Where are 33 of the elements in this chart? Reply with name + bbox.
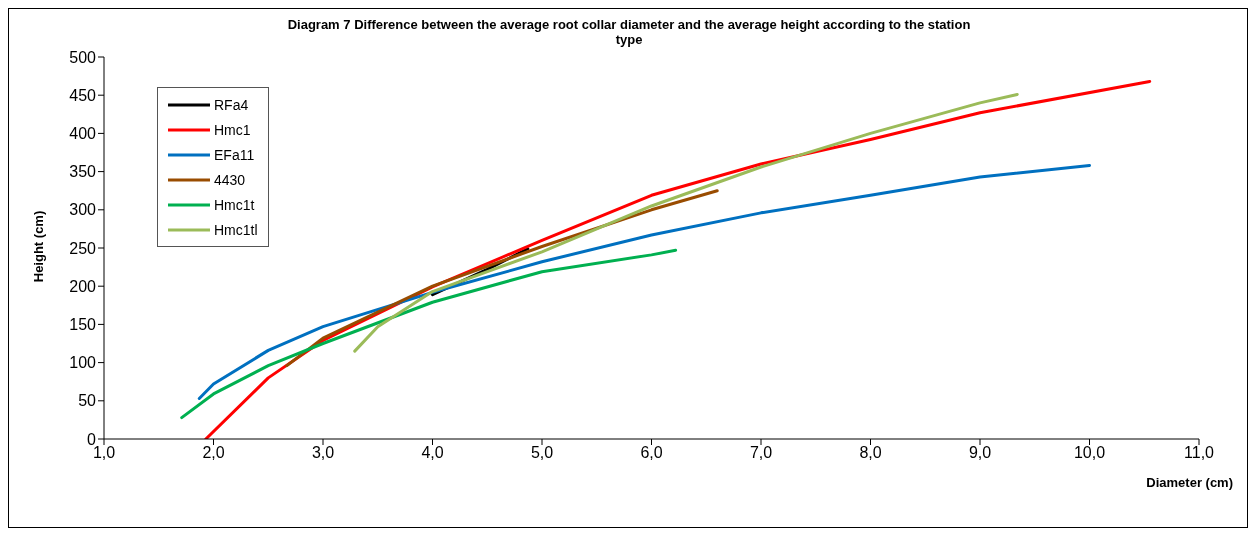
chart-title: Diagram 7 Difference between the average root collar diameter and the average height according to the station type [286,17,972,47]
y-tick-label: 100 [69,354,97,372]
line-series [197,163,1091,401]
x-tick-label: 10,0 [1073,444,1106,462]
x-tick-label: 2,0 [202,444,225,462]
legend-label: EFa11 [214,146,255,163]
legend-label: Hmc1t [214,196,255,213]
y-tick-label: 450 [69,86,97,104]
x-tick-label: 3,0 [311,444,335,462]
x-tick-label: 1,0 [92,444,116,462]
legend-label: Hmc1 [214,121,251,138]
y-tick-label: 300 [69,201,97,219]
x-tick-label: 11,0 [1184,444,1215,462]
x-tick-label: 7,0 [749,444,773,462]
line-series [180,248,678,420]
y-tick-label: 400 [69,125,97,143]
y-tick-label: 250 [69,239,97,257]
y-tick-label: 200 [69,277,97,295]
legend-label: RFa4 [214,96,249,113]
x-tick-label: 8,0 [859,444,882,462]
y-tick-label: 500 [69,48,97,66]
legend-label: 4430 [214,171,246,188]
x-tick-label: 9,0 [968,444,992,462]
legend-label: Hmc1tl [214,221,258,238]
y-tick-label: 150 [69,316,97,334]
x-tick-label: 6,0 [640,444,663,462]
y-axis-title: Height (cm) [31,210,47,283]
x-axis-title: Diameter (cm) [1146,475,1233,490]
x-tick-label: 4,0 [421,444,444,462]
y-tick-label: 350 [69,163,97,181]
x-tick-label: 5,0 [530,444,554,462]
line-series [353,92,1019,353]
y-tick-label: 50 [78,392,97,410]
